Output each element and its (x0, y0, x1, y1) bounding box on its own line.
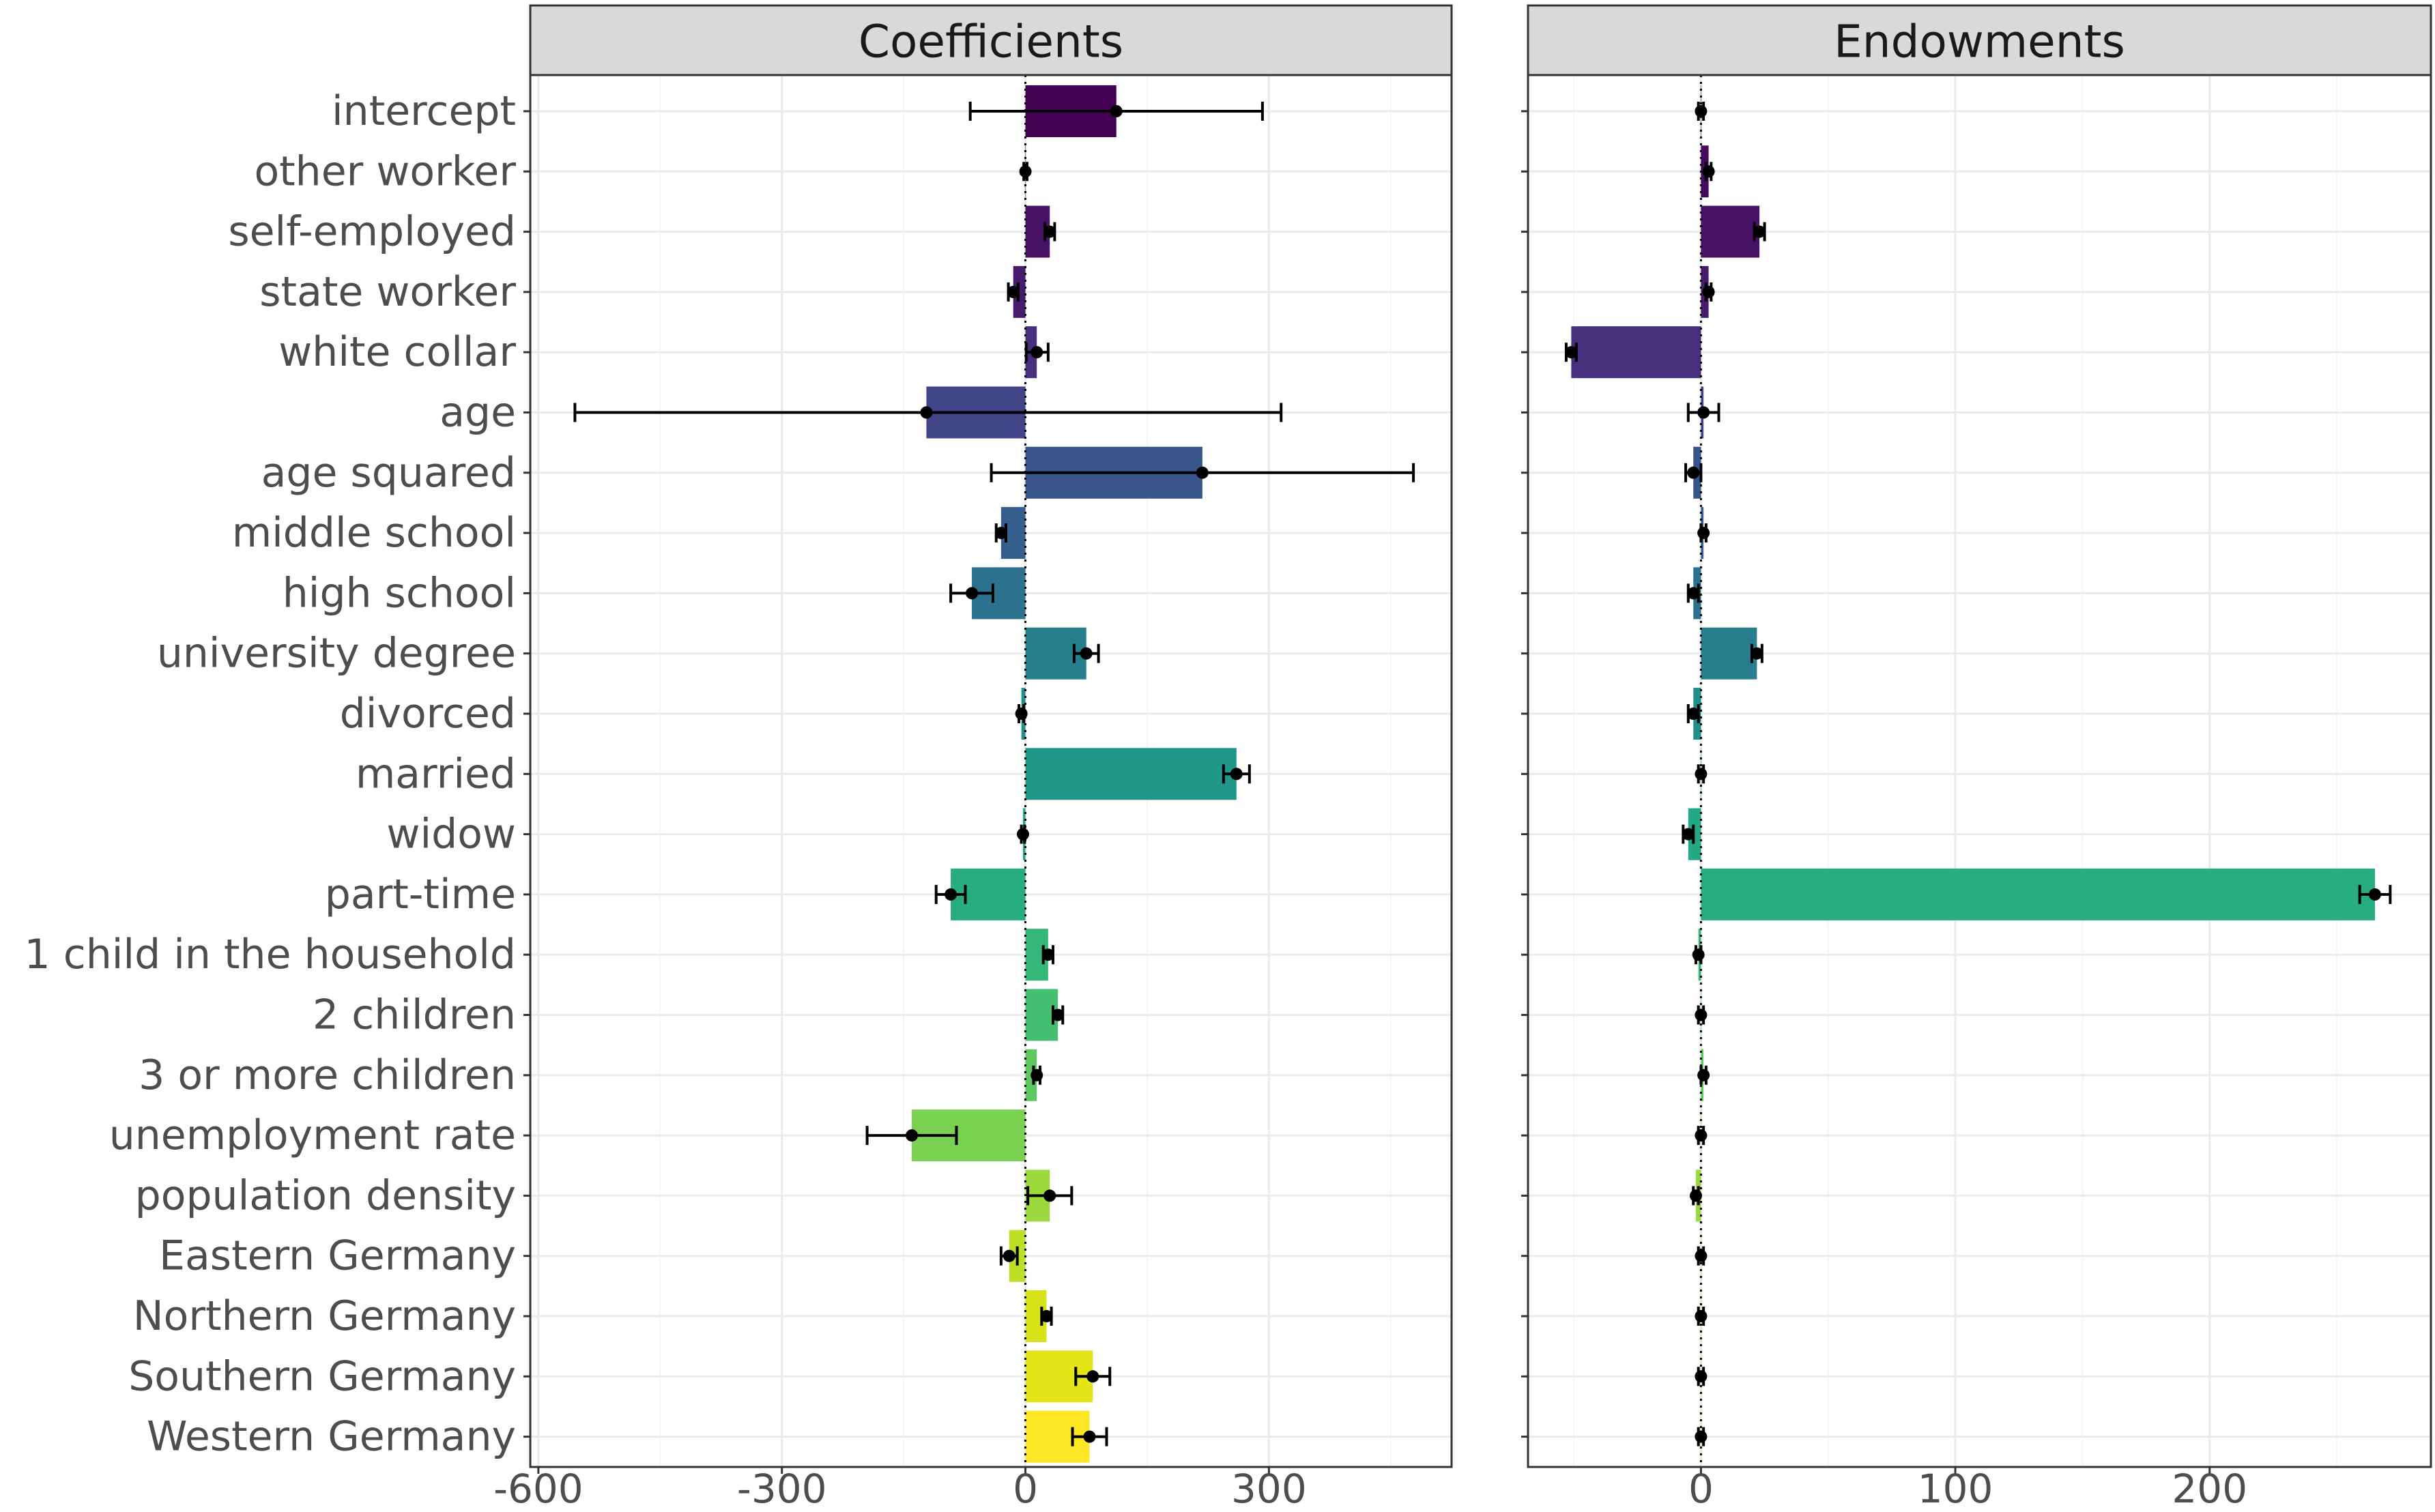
x-tick-label: 0 (1688, 1466, 1714, 1512)
facet-strip-title: Endowments (1834, 16, 2125, 68)
panel-background (1528, 75, 2431, 1467)
bar-married (1025, 748, 1237, 800)
point-estimate (1043, 1189, 1056, 1202)
point-estimate (1702, 285, 1715, 298)
category-label: unemployment rate (109, 1111, 516, 1159)
category-label: Northern Germany (133, 1292, 516, 1340)
point-estimate (1695, 768, 1708, 781)
point-estimate (2369, 888, 2382, 901)
point-estimate (1080, 647, 1093, 660)
point-estimate (1695, 1430, 1708, 1443)
category-label: intercept (332, 87, 516, 135)
point-estimate (1043, 225, 1056, 238)
bar-white-collar (1571, 326, 1701, 379)
bar-part-time (1701, 868, 2376, 920)
point-estimate (1753, 225, 1766, 238)
point-estimate (1003, 1249, 1015, 1262)
category-label: widow (386, 811, 516, 858)
category-label: Southern Germany (128, 1352, 516, 1400)
facet-strip-title: Coefficients (859, 16, 1123, 68)
point-estimate (1695, 1129, 1708, 1142)
point-estimate (1083, 1430, 1096, 1443)
point-estimate (1687, 708, 1700, 720)
category-label: Western Germany (147, 1413, 516, 1461)
point-estimate (945, 888, 957, 901)
category-label: white collar (278, 328, 516, 376)
point-estimate (994, 527, 1007, 540)
point-estimate (1687, 466, 1700, 479)
x-tick-label: -300 (737, 1466, 827, 1512)
category-label: age squared (261, 449, 516, 497)
point-estimate (1695, 1310, 1708, 1322)
point-estimate (966, 587, 979, 600)
category-labels: intercept other worker self-employed state … (25, 87, 517, 1461)
point-estimate (1007, 285, 1020, 298)
category-label: self-employed (228, 208, 516, 256)
point-estimate (1230, 768, 1243, 781)
x-tick-label: -600 (493, 1466, 583, 1512)
category-label: part-time (325, 871, 516, 918)
point-estimate (1015, 708, 1028, 720)
x-tick-label: 200 (2172, 1466, 2247, 1512)
facet-strip (1527, 4, 2432, 76)
x-tick-label: 300 (1231, 1466, 1307, 1512)
category-label: high school (283, 569, 516, 617)
category-label: university degree (157, 630, 516, 678)
point-estimate (1697, 1068, 1710, 1081)
category-label: divorced (340, 690, 516, 738)
point-estimate (1031, 1068, 1043, 1081)
bar-university-degree (1701, 627, 1757, 680)
point-estimate (1196, 466, 1209, 479)
point-estimate (1110, 105, 1123, 117)
point-estimate (906, 1129, 919, 1142)
category-label: 3 or more children (139, 1051, 516, 1099)
endowments-panel: Endowments 0 100 200 (1521, 4, 2432, 1512)
category-label: 2 children (313, 991, 516, 1039)
point-estimate (1086, 1370, 1099, 1383)
point-estimate (1695, 1249, 1708, 1262)
point-estimate (1750, 647, 1763, 660)
category-label: age (440, 389, 516, 437)
point-estimate (1052, 1008, 1065, 1021)
point-estimate (1702, 165, 1715, 178)
point-estimate (1019, 165, 1032, 178)
x-tick-label: 0 (1013, 1466, 1038, 1512)
facet-strip (529, 4, 1453, 76)
category-label: married (356, 750, 516, 798)
point-estimate (1687, 587, 1700, 600)
point-estimate (1692, 948, 1705, 961)
point-estimate (1695, 1008, 1708, 1021)
point-estimate (1040, 1310, 1053, 1322)
category-label: Eastern Germany (159, 1232, 516, 1280)
x-tick-label: 100 (1918, 1466, 1993, 1512)
bar-self-employed (1701, 205, 1760, 258)
category-label: state worker (259, 268, 516, 316)
category-label: other worker (254, 147, 516, 195)
point-estimate (1689, 1189, 1702, 1202)
point-estimate (1041, 948, 1054, 961)
point-estimate (1697, 406, 1710, 419)
point-estimate (1565, 346, 1578, 359)
point-estimate (1697, 527, 1710, 540)
point-estimate (1695, 105, 1708, 117)
point-estimate (1682, 828, 1695, 841)
panel-background (530, 75, 1452, 1467)
category-label: 1 child in the household (25, 931, 517, 978)
category-label: population density (135, 1172, 516, 1219)
point-estimate (920, 406, 933, 419)
category-label: middle school (232, 509, 516, 557)
point-estimate (1695, 1370, 1708, 1383)
point-estimate (1016, 828, 1029, 841)
point-estimate (1031, 346, 1043, 359)
coefficients-panel: Coefficients -600 -300 0 300 (493, 4, 1453, 1512)
